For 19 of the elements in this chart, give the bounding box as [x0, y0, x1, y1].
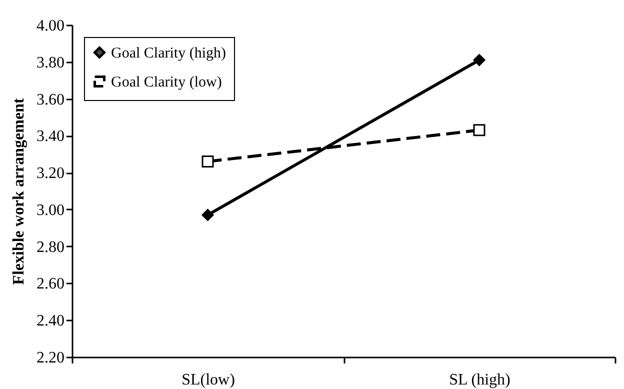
- point: [202, 155, 214, 168]
- x-tick-label: SL(low): [182, 372, 235, 388]
- y-tick-label: 2.80: [36, 238, 64, 256]
- y-tick-label: 3.80: [36, 54, 64, 72]
- y-tick-label: 3.00: [36, 202, 64, 219]
- legend-label: Goal Clarity (low): [111, 74, 222, 90]
- legend-label: Goal Clarity (high): [111, 46, 226, 62]
- y-tick-label: 3.20: [36, 165, 64, 182]
- y-tick-label: 3.40: [36, 128, 64, 146]
- y-axis-title: Flexible work arrangement: [10, 98, 28, 285]
- point: [473, 124, 486, 136]
- y-tick-label: 2.20: [36, 350, 64, 366]
- y-tick-label: 4.00: [36, 18, 64, 34]
- y-tick-label: 2.60: [36, 276, 64, 293]
- y-tick-label: 3.60: [36, 91, 64, 108]
- point: [473, 54, 486, 66]
- point: [202, 208, 214, 221]
- x-tick-label: SL (high): [449, 372, 510, 388]
- y-tick-label: 2.40: [36, 312, 64, 330]
